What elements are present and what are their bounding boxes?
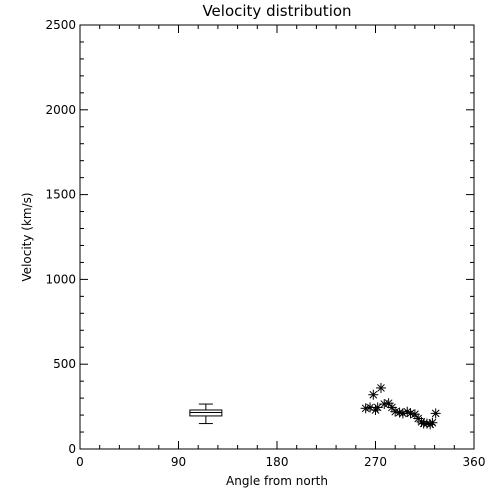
data-point-stroke <box>366 403 374 412</box>
y-axis-title: Velocity (km/s) <box>20 192 34 281</box>
data-point-stroke <box>403 407 412 416</box>
x-tick-label: 360 <box>463 455 486 469</box>
data-point-stroke <box>391 407 400 416</box>
data-point-stroke <box>395 408 404 417</box>
data-point-stroke <box>373 403 382 412</box>
data-point-stroke <box>399 409 407 418</box>
data-point-stroke <box>369 390 378 399</box>
x-tick-label: 0 <box>76 455 84 469</box>
x-axis: 0 90 180 270 360 <box>76 25 485 469</box>
data-point-stroke <box>406 409 415 418</box>
scatter-points <box>360 382 441 430</box>
data-point-stroke <box>388 403 396 412</box>
data-point-stroke <box>431 409 440 418</box>
data-point <box>386 402 397 413</box>
data-point <box>397 408 408 419</box>
x-tick-label: 90 <box>171 455 186 469</box>
y-tick-label: 2000 <box>45 103 76 117</box>
data-point <box>427 417 438 428</box>
data-point-stroke <box>384 399 393 408</box>
chart-title: Velocity distribution <box>202 2 351 20</box>
y-tick-label: 0 <box>68 442 76 456</box>
data-point <box>375 382 386 393</box>
y-axis: 0 500 1000 1500 2000 2500 <box>45 18 474 456</box>
y-tick-label: 2500 <box>45 18 76 32</box>
y-tick-label: 1500 <box>45 188 76 202</box>
boxplot <box>189 403 223 425</box>
x-tick-label: 270 <box>364 455 387 469</box>
data-point-stroke <box>428 418 437 427</box>
data-point-stroke <box>423 419 431 428</box>
plot-frame <box>79 24 475 450</box>
data-point <box>430 408 441 419</box>
x-axis-title: Angle from north <box>226 474 328 488</box>
data-point-stroke <box>377 384 385 392</box>
data-point <box>368 389 379 400</box>
y-tick-label: 1000 <box>45 272 76 286</box>
data-point-stroke <box>411 410 419 419</box>
x-tick-label: 180 <box>266 455 289 469</box>
y-tick-label: 500 <box>53 357 76 371</box>
